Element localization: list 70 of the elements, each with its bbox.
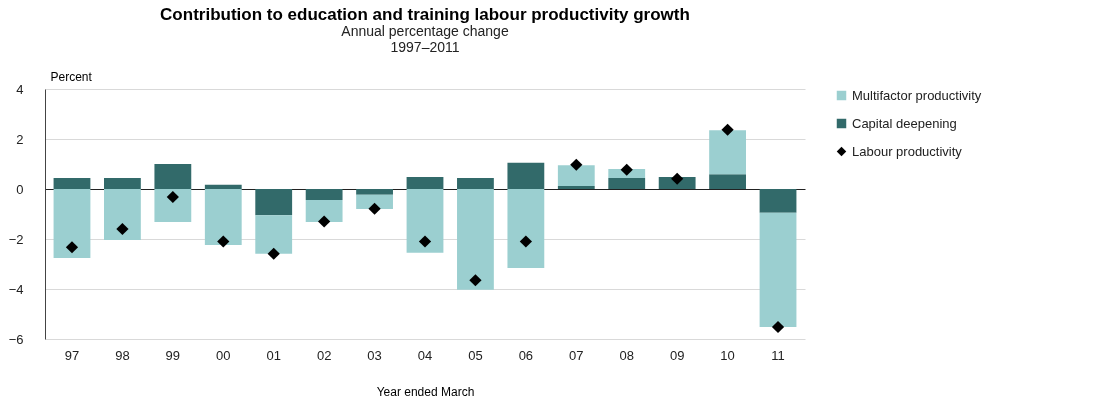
y-tick-label: 0: [16, 181, 24, 197]
chart-subtitle: Annual percentage change 1997–2011: [341, 23, 509, 55]
x-tick-label: 10: [720, 347, 735, 363]
y-tick-label: 2: [16, 131, 24, 147]
x-tick-label: 97: [64, 347, 80, 363]
point: [368, 202, 381, 215]
bar: [507, 162, 545, 189]
x-tick-label: 06: [518, 347, 534, 363]
point: [318, 215, 331, 228]
point: [116, 222, 129, 236]
y-tick-label: −2: [8, 231, 24, 247]
x-tick-label: 09: [669, 347, 685, 363]
bar: [709, 130, 746, 175]
bar: [104, 178, 141, 189]
bar: [709, 174, 746, 189]
bar: [406, 177, 444, 189]
y-tick-label: −6: [8, 331, 24, 347]
bar: [255, 215, 293, 254]
x-tick-label: 07: [569, 347, 584, 363]
x-tick-label: 08: [619, 347, 634, 363]
point: [267, 247, 280, 260]
bar: [557, 186, 595, 189]
point: [166, 190, 179, 204]
x-axis-title: Year ended March: [376, 384, 475, 399]
y-tick-label: −4: [8, 281, 24, 297]
bar: [53, 178, 91, 189]
point: [65, 241, 79, 254]
x-tick-label: 98: [115, 347, 130, 363]
point: [721, 123, 734, 136]
legend-label: Labour productivity: [852, 143, 963, 159]
point: [469, 274, 482, 287]
point: [671, 172, 684, 185]
bar: [305, 200, 343, 222]
bar: [356, 194, 393, 209]
bar: [204, 189, 242, 245]
point: [217, 235, 230, 248]
x-tick-label: 11: [771, 347, 785, 363]
bar: [608, 178, 646, 189]
bar: [154, 189, 192, 222]
bar: [457, 189, 494, 290]
bar: [204, 184, 242, 189]
y-tick-label: 4: [16, 81, 24, 97]
x-tick-label: 99: [165, 347, 181, 363]
bar: [457, 178, 494, 189]
bar: [557, 165, 595, 186]
bar: [53, 189, 91, 258]
point: [519, 235, 532, 248]
x-tick-label: 03: [367, 347, 382, 363]
y-axis-title: Percent: [50, 69, 93, 84]
x-tick-label: 01: [266, 347, 281, 363]
x-tick-label: 02: [316, 347, 332, 363]
bar: [406, 189, 444, 253]
bar: [305, 189, 343, 200]
bar: [759, 189, 797, 213]
point: [570, 158, 583, 171]
bar: [104, 189, 141, 240]
chart-title: Contribution to education and training labour productivity growth: [160, 5, 690, 24]
bar: [154, 164, 192, 189]
legend-label: Multifactor productivity: [852, 87, 982, 103]
bar: [759, 212, 797, 327]
point: [771, 320, 785, 334]
x-tick-label: 05: [468, 347, 483, 363]
legend-label: Capital deepening: [852, 115, 957, 131]
bar: [356, 189, 393, 195]
bar: [507, 189, 545, 268]
point: [418, 235, 432, 248]
x-tick-label: 04: [417, 347, 433, 363]
x-tick-label: 00: [216, 347, 231, 363]
bar: [255, 189, 293, 216]
point: [620, 163, 633, 176]
